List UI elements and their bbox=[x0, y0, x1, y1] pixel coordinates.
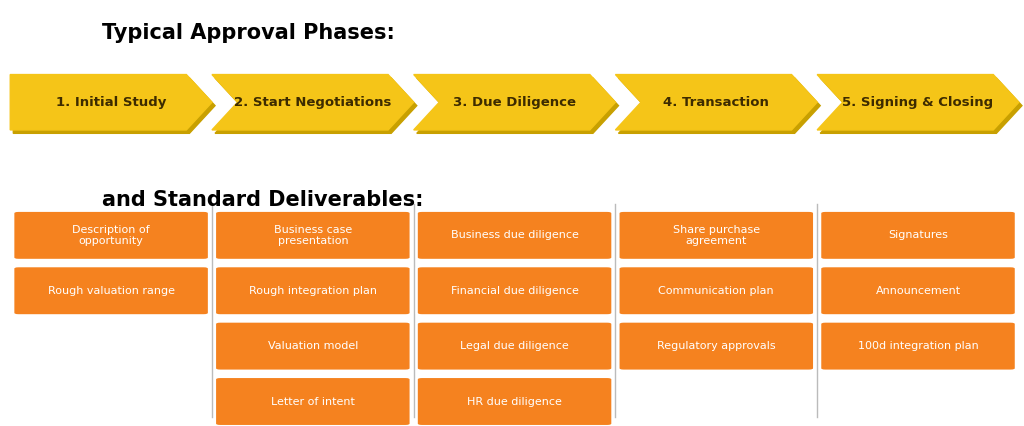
Text: Financial due diligence: Financial due diligence bbox=[451, 286, 579, 296]
Text: 2. Start Negotiations: 2. Start Negotiations bbox=[234, 96, 391, 109]
Polygon shape bbox=[618, 78, 820, 133]
Polygon shape bbox=[10, 75, 212, 130]
Text: Business due diligence: Business due diligence bbox=[451, 230, 579, 240]
Text: Legal due diligence: Legal due diligence bbox=[460, 341, 569, 351]
Text: 1. Initial Study: 1. Initial Study bbox=[56, 96, 166, 109]
Text: 4. Transaction: 4. Transaction bbox=[664, 96, 769, 109]
FancyBboxPatch shape bbox=[618, 211, 814, 260]
Polygon shape bbox=[817, 75, 1019, 130]
Polygon shape bbox=[417, 78, 618, 133]
Text: Typical Approval Phases:: Typical Approval Phases: bbox=[102, 23, 395, 43]
Text: 100d integration plan: 100d integration plan bbox=[858, 341, 978, 351]
Text: and Standard Deliverables:: and Standard Deliverables: bbox=[102, 190, 424, 210]
Polygon shape bbox=[414, 75, 615, 130]
FancyBboxPatch shape bbox=[215, 266, 411, 315]
Text: 3. Due Diligence: 3. Due Diligence bbox=[453, 96, 577, 109]
FancyBboxPatch shape bbox=[13, 211, 209, 260]
Polygon shape bbox=[820, 78, 1022, 133]
FancyBboxPatch shape bbox=[215, 211, 411, 260]
Polygon shape bbox=[215, 78, 417, 133]
Text: Rough valuation range: Rough valuation range bbox=[47, 286, 175, 296]
Text: Communication plan: Communication plan bbox=[658, 286, 774, 296]
Text: Share purchase
agreement: Share purchase agreement bbox=[673, 225, 760, 246]
Polygon shape bbox=[13, 78, 215, 133]
FancyBboxPatch shape bbox=[820, 211, 1016, 260]
FancyBboxPatch shape bbox=[417, 322, 612, 371]
Text: Letter of intent: Letter of intent bbox=[271, 397, 354, 406]
Text: 5. Signing & Closing: 5. Signing & Closing bbox=[843, 96, 993, 109]
FancyBboxPatch shape bbox=[417, 211, 612, 260]
FancyBboxPatch shape bbox=[215, 377, 411, 426]
Text: Description of
opportunity: Description of opportunity bbox=[73, 225, 150, 246]
FancyBboxPatch shape bbox=[618, 322, 814, 371]
FancyBboxPatch shape bbox=[820, 266, 1016, 315]
Text: HR due diligence: HR due diligence bbox=[467, 397, 562, 406]
FancyBboxPatch shape bbox=[13, 266, 209, 315]
FancyBboxPatch shape bbox=[215, 322, 411, 371]
FancyBboxPatch shape bbox=[417, 266, 612, 315]
Text: Rough integration plan: Rough integration plan bbox=[249, 286, 377, 296]
Text: Signatures: Signatures bbox=[888, 230, 948, 240]
Polygon shape bbox=[615, 75, 817, 130]
Polygon shape bbox=[212, 75, 414, 130]
FancyBboxPatch shape bbox=[618, 266, 814, 315]
Text: Business case
presentation: Business case presentation bbox=[273, 225, 352, 246]
Text: Valuation model: Valuation model bbox=[267, 341, 358, 351]
Text: Regulatory approvals: Regulatory approvals bbox=[657, 341, 775, 351]
FancyBboxPatch shape bbox=[820, 322, 1016, 371]
Text: Announcement: Announcement bbox=[876, 286, 961, 296]
FancyBboxPatch shape bbox=[417, 377, 612, 426]
